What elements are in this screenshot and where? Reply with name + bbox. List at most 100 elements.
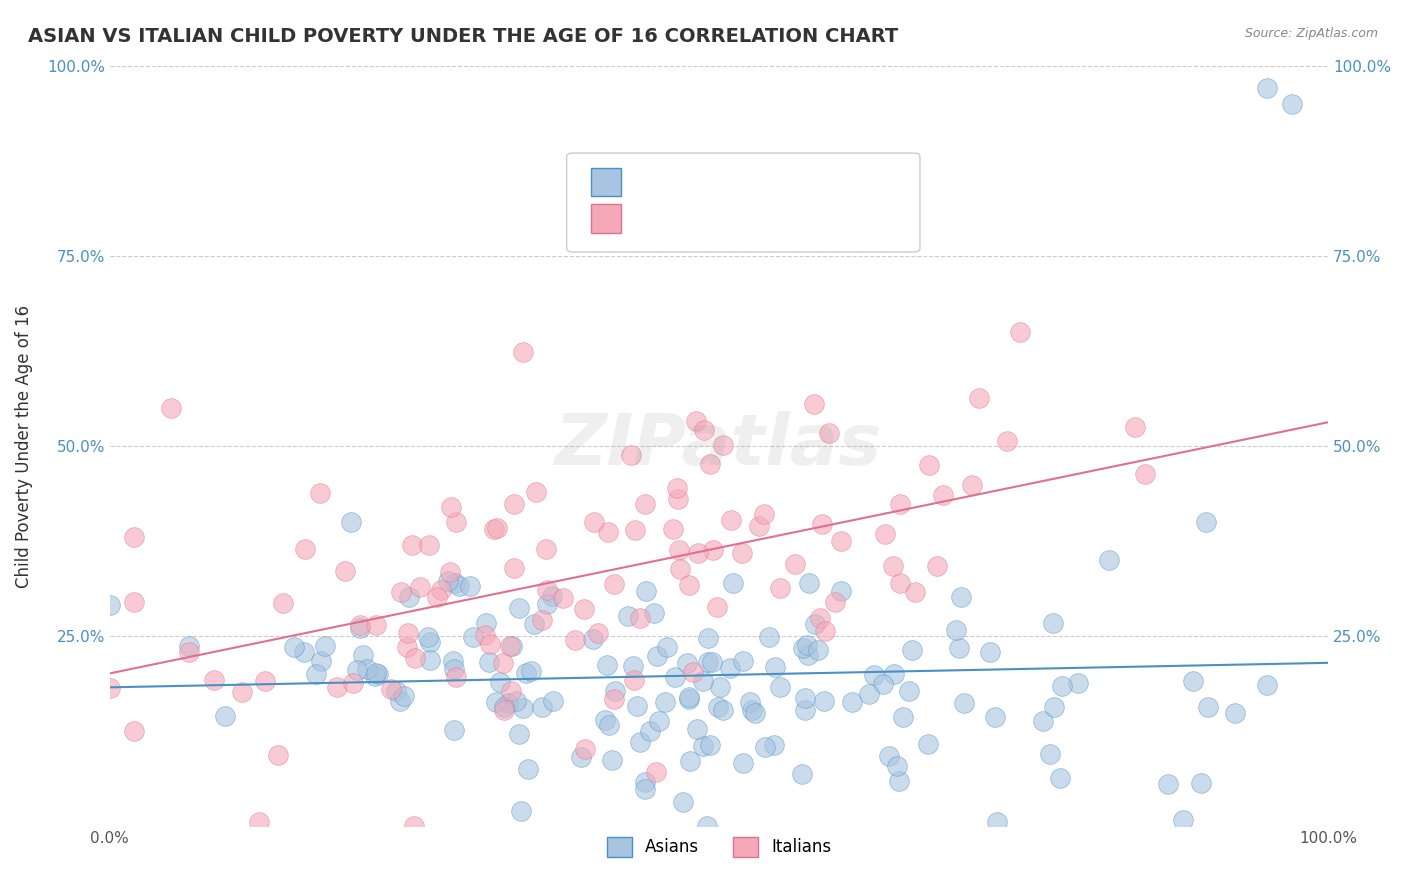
- Point: [664, 671, 686, 685]
- Point: [534, 541, 557, 556]
- Point: [682, 665, 704, 679]
- Point: [478, 656, 501, 670]
- Point: [177, 639, 200, 653]
- Point: [1181, 674, 1204, 689]
- Y-axis label: Child Poverty Under the Age of 16: Child Poverty Under the Age of 16: [15, 304, 32, 588]
- Point: [309, 485, 332, 500]
- Point: [668, 543, 690, 558]
- Point: [349, 617, 371, 632]
- Point: [678, 692, 700, 706]
- Point: [858, 687, 880, 701]
- Point: [645, 764, 668, 779]
- Point: [475, 616, 498, 631]
- Point: [648, 714, 671, 728]
- Point: [443, 662, 465, 676]
- Point: [804, 617, 827, 632]
- Text: ZIPatlas: ZIPatlas: [555, 411, 883, 481]
- Point: [692, 739, 714, 753]
- Point: [950, 590, 973, 604]
- Point: [325, 680, 347, 694]
- Point: [352, 648, 374, 663]
- Point: [645, 648, 668, 663]
- Point: [731, 654, 754, 668]
- Point: [602, 692, 624, 706]
- Point: [634, 775, 657, 789]
- Point: [159, 401, 181, 415]
- Point: [443, 723, 465, 738]
- Point: [444, 516, 467, 530]
- Text: R =  0.551   N = 101: R = 0.551 N = 101: [631, 209, 834, 227]
- Point: [967, 391, 990, 405]
- Point: [98, 598, 121, 612]
- Point: [711, 703, 734, 717]
- Point: [492, 656, 515, 670]
- Point: [512, 700, 534, 714]
- Point: [541, 694, 564, 708]
- Point: [1098, 553, 1121, 567]
- Legend: Asians, Italians: Asians, Italians: [600, 830, 838, 863]
- Point: [98, 681, 121, 695]
- Point: [824, 594, 846, 608]
- Point: [396, 626, 419, 640]
- Point: [430, 583, 453, 598]
- Point: [889, 576, 911, 591]
- Point: [349, 621, 371, 635]
- Point: [948, 641, 970, 656]
- Point: [530, 613, 553, 627]
- Point: [520, 664, 543, 678]
- Point: [617, 609, 640, 624]
- Point: [814, 624, 837, 638]
- Point: [603, 577, 626, 591]
- Text: R = -0.368   N = 144: R = -0.368 N = 144: [631, 172, 835, 190]
- Point: [803, 397, 825, 411]
- Point: [790, 767, 813, 781]
- Point: [1256, 678, 1278, 692]
- Point: [709, 680, 731, 694]
- Point: [634, 497, 657, 511]
- Point: [551, 591, 574, 606]
- Point: [796, 638, 818, 652]
- Point: [633, 781, 655, 796]
- Text: ASIAN VS ITALIAN CHILD POVERTY UNDER THE AGE OF 16 CORRELATION CHART: ASIAN VS ITALIAN CHILD POVERTY UNDER THE…: [28, 27, 898, 45]
- Point: [643, 606, 665, 620]
- Point: [505, 693, 527, 707]
- Point: [398, 590, 420, 604]
- Point: [623, 673, 645, 687]
- Point: [984, 710, 1007, 724]
- Point: [283, 640, 305, 655]
- Point: [596, 525, 619, 540]
- Point: [986, 815, 1008, 830]
- Point: [586, 626, 609, 640]
- Point: [702, 543, 724, 558]
- Point: [808, 611, 831, 625]
- Point: [536, 583, 558, 598]
- Point: [531, 699, 554, 714]
- Point: [440, 500, 463, 514]
- Point: [499, 639, 522, 653]
- Point: [626, 699, 648, 714]
- Point: [699, 739, 721, 753]
- Point: [1281, 96, 1303, 111]
- Point: [1195, 515, 1218, 529]
- Point: [492, 703, 515, 717]
- Point: [392, 689, 415, 703]
- Point: [792, 640, 814, 655]
- Point: [311, 654, 333, 668]
- Point: [886, 759, 908, 773]
- Point: [901, 643, 924, 657]
- Point: [426, 590, 449, 604]
- Point: [385, 684, 408, 698]
- Point: [396, 640, 419, 654]
- Point: [292, 645, 315, 659]
- Point: [416, 630, 439, 644]
- Point: [364, 666, 387, 681]
- Point: [797, 575, 820, 590]
- Point: [439, 565, 461, 579]
- Point: [1171, 813, 1194, 827]
- Point: [720, 513, 742, 527]
- Point: [676, 656, 699, 670]
- Point: [747, 518, 769, 533]
- Point: [574, 742, 596, 756]
- FancyBboxPatch shape: [567, 153, 920, 252]
- Point: [314, 639, 336, 653]
